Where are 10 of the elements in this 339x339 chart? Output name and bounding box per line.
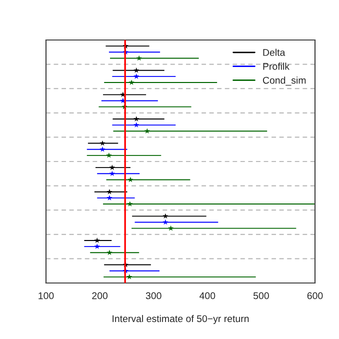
x-tick-label: 600 <box>307 292 323 300</box>
x-tick-label: 400 <box>200 292 216 300</box>
legend-label: Delta <box>263 48 286 56</box>
legend-label: Cond_sim <box>262 76 306 86</box>
x-tick-label: 200 <box>92 292 108 300</box>
x-tick-label: 500 <box>253 292 269 300</box>
x-tick-label: 100 <box>38 292 54 300</box>
x-axis-title: Interval estimate of 50−yr return <box>112 314 249 324</box>
legend-label: Profilk <box>263 62 290 70</box>
x-tick-label: 300 <box>146 292 162 300</box>
